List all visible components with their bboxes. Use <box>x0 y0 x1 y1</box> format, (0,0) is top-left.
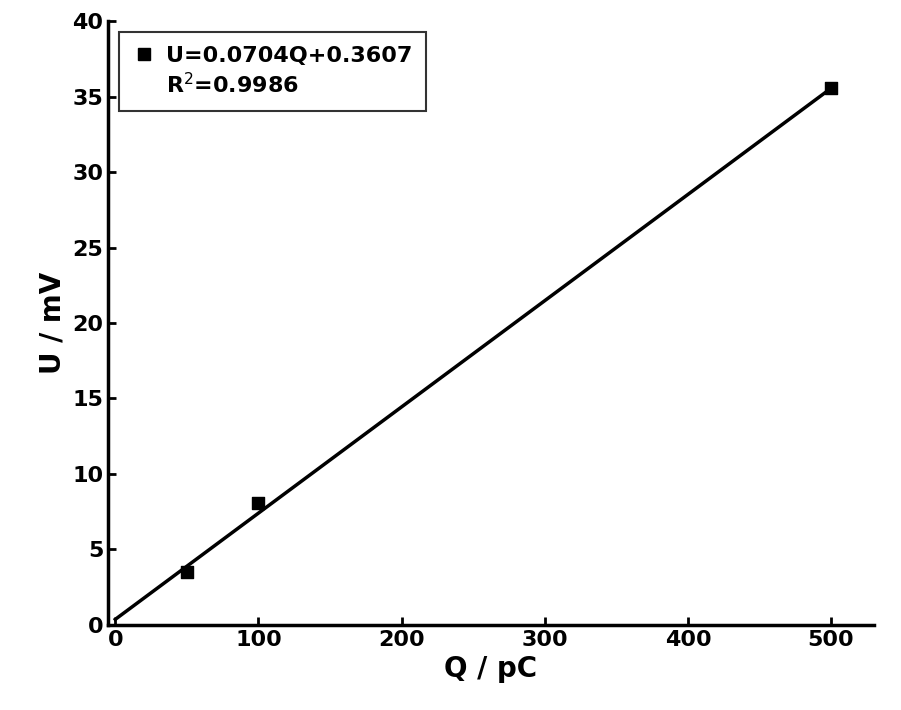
Y-axis label: U / mV: U / mV <box>39 272 67 374</box>
Point <box>251 497 266 508</box>
X-axis label: Q / pC: Q / pC <box>444 655 538 683</box>
Legend: U=0.0704Q+0.3607, R$^2$=0.9986: U=0.0704Q+0.3607, R$^2$=0.9986 <box>119 33 425 111</box>
Point <box>179 567 194 578</box>
Point <box>824 82 838 93</box>
